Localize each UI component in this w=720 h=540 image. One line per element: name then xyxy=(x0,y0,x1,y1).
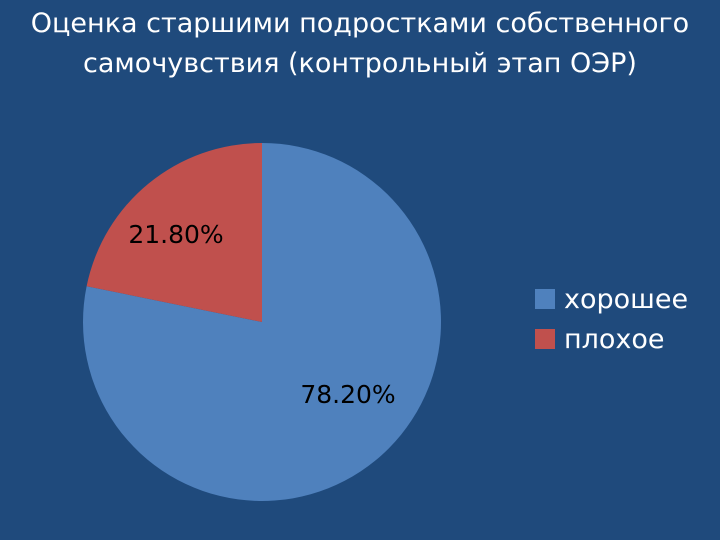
legend-swatch-good xyxy=(535,289,555,309)
chart-title: Оценка старшими подростками собственного… xyxy=(0,4,720,84)
legend-swatch-bad xyxy=(535,329,555,349)
legend-label-good: хорошее xyxy=(564,283,689,315)
chart-title-line-2: самочувствия (контрольный этап ОЭР) xyxy=(83,48,637,79)
legend: хорошее плохое xyxy=(535,282,688,362)
data-label-bad: 21.80% xyxy=(128,220,223,249)
legend-label-bad: плохое xyxy=(564,323,665,355)
pie-slice-good xyxy=(83,143,442,502)
legend-item-bad: плохое xyxy=(535,322,688,356)
chart-title-line-1: Оценка старшими подростками собственного xyxy=(30,8,690,39)
pie-slice-bad xyxy=(86,143,262,322)
data-label-good: 78.20% xyxy=(300,380,395,409)
legend-item-good: хорошее xyxy=(535,282,688,316)
